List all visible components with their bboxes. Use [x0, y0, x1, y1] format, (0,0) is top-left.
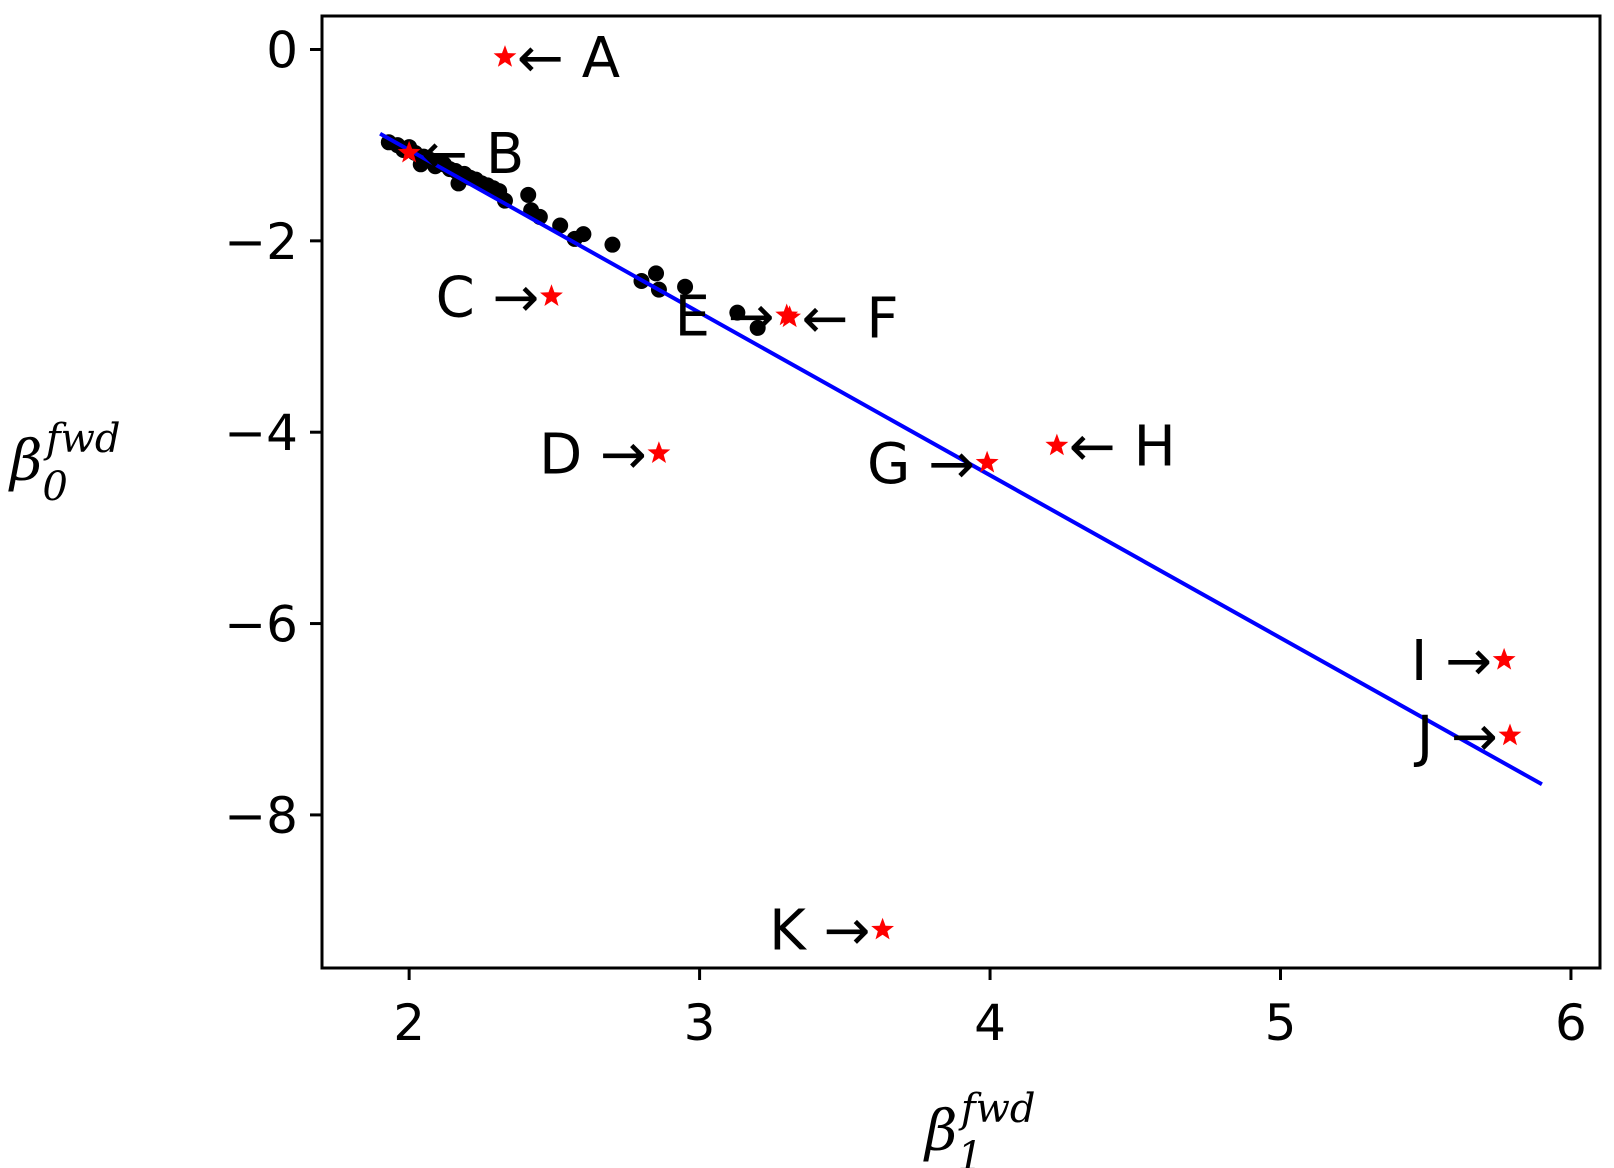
y-tick-label: −2: [224, 213, 298, 271]
outlier-star-d: [647, 441, 671, 463]
x-tick-label: 4: [974, 994, 1006, 1052]
annotation-f: ← F: [802, 286, 899, 351]
y-axis-ticks: 0 −2 −4 −6 −8: [224, 21, 322, 845]
outlier-star-a: [493, 45, 517, 67]
annotation-e: E →: [675, 284, 775, 349]
data-point: [520, 186, 537, 203]
outlier-star-f: [778, 305, 801, 328]
annotation-d: D →: [539, 422, 647, 487]
data-point: [648, 265, 665, 282]
y-tick-label: 0: [266, 21, 298, 79]
y-axis-label-base: β: [8, 429, 42, 494]
x-axis-label-base: β: [923, 1099, 957, 1164]
y-axis-label-sup: fwd: [43, 416, 121, 462]
x-axis-label-sub: 1: [957, 1134, 982, 1168]
data-point: [729, 304, 746, 321]
y-axis-label-sub: 0: [42, 464, 67, 510]
annotation-g: G →: [867, 432, 975, 497]
data-point: [677, 278, 694, 295]
outlier-star-k: [871, 917, 894, 940]
x-tick-label: 2: [393, 994, 425, 1052]
y-axis-label: β0fwd: [8, 416, 120, 510]
plot-area: ← A ← B C → D → E → ← F G → ← H I → J → K →: [320, 14, 1602, 970]
outlier-star-g: [975, 450, 999, 473]
plot-frame: [320, 14, 1602, 970]
x-tick-label: 3: [684, 994, 716, 1052]
x-tick-label: 6: [1555, 994, 1587, 1052]
x-axis-ticks: 2 3 4 5 6: [393, 968, 1587, 1052]
outlier-star-b: [397, 140, 421, 163]
annotation-c: C →: [436, 265, 540, 330]
x-axis-label: β1fwd: [923, 1086, 1035, 1168]
data-point: [604, 236, 621, 253]
annotation-h: ← H: [1069, 415, 1176, 480]
annotation-b: ← B: [421, 122, 524, 187]
outlier-star-j: [1498, 723, 1522, 746]
annotation-a: ← A: [517, 26, 620, 91]
data-marks: ← A ← B C → D → E → ← F G → ← H I → J → K →: [379, 26, 1543, 964]
annotation-k: K →: [769, 899, 870, 964]
annotation-i: I →: [1411, 629, 1492, 694]
y-tick-label: −4: [224, 404, 298, 462]
outlier-star-c: [540, 284, 563, 306]
outlier-star-i: [1492, 647, 1516, 670]
outlier-star-h: [1045, 433, 1069, 456]
data-point: [575, 226, 592, 243]
fit-line: [379, 131, 1543, 787]
x-tick-label: 5: [1265, 994, 1297, 1052]
y-tick-label: −6: [224, 596, 298, 654]
y-tick-label: −8: [224, 787, 298, 845]
data-point: [749, 319, 766, 336]
data-point: [552, 217, 569, 234]
annotation-j: J →: [1414, 705, 1498, 770]
x-axis-label-sup: fwd: [958, 1086, 1036, 1132]
